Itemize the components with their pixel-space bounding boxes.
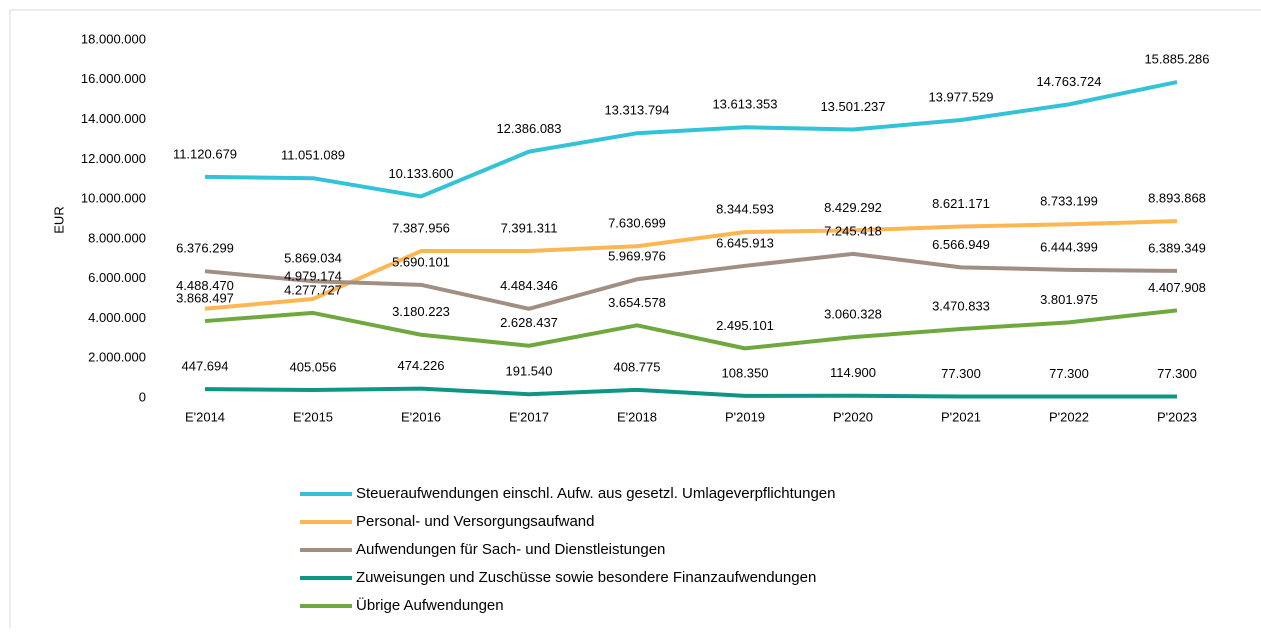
- data-label: 15.885.286: [1144, 51, 1209, 66]
- data-label: 3.470.833: [932, 298, 990, 313]
- x-tick-label: P'2019: [725, 409, 765, 424]
- data-label: 4.979.174: [284, 268, 342, 283]
- data-label: 6.645.913: [716, 235, 774, 250]
- y-tick-label: 0: [139, 389, 146, 404]
- data-label: 14.763.724: [1036, 74, 1101, 89]
- data-label: 474.226: [398, 358, 445, 373]
- data-label: 5.969.976: [608, 249, 666, 264]
- data-label: 10.133.600: [388, 166, 453, 181]
- series-line: [204, 386, 1177, 399]
- x-tick-label: E'2015: [293, 409, 333, 424]
- y-tick-label: 16.000.000: [81, 71, 146, 86]
- data-label: 13.501.237: [820, 99, 885, 114]
- y-tick-label: 12.000.000: [81, 151, 146, 166]
- series-line: [204, 308, 1178, 351]
- y-tick-label: 2.000.000: [88, 350, 146, 365]
- data-label: 3.060.328: [824, 307, 882, 322]
- series-line: [204, 251, 1178, 311]
- data-label: 7.387.956: [392, 220, 450, 235]
- data-label: 5.690.101: [392, 254, 450, 269]
- series-line: [204, 219, 1178, 311]
- data-label: 6.444.399: [1040, 239, 1098, 254]
- data-label: 11.120.679: [173, 146, 237, 161]
- data-label: 7.630.699: [608, 216, 666, 231]
- data-label: 5.869.034: [284, 251, 342, 266]
- data-label: 3.654.578: [608, 295, 666, 310]
- data-label: 3.180.223: [392, 304, 450, 319]
- x-tick-label: E'2018: [617, 409, 657, 424]
- data-label: 4.484.346: [500, 278, 558, 293]
- data-label: 6.376.299: [176, 241, 234, 256]
- legend-label: Zuweisungen und Zuschüsse sowie besonder…: [356, 569, 816, 586]
- x-tick-label: E'2014: [185, 409, 225, 424]
- data-label: 6.566.949: [932, 237, 990, 252]
- data-label: 13.613.353: [712, 97, 777, 112]
- data-label: 13.977.529: [928, 89, 993, 104]
- legend-label: Übrige Aufwendungen: [356, 596, 504, 614]
- y-tick-label: 14.000.000: [81, 111, 146, 126]
- y-tick-label: 6.000.000: [88, 270, 146, 285]
- data-label: 447.694: [182, 359, 229, 374]
- data-label: 4.277.727: [284, 282, 342, 297]
- data-label: 12.386.083: [496, 121, 561, 136]
- data-label: 3.868.497: [176, 290, 234, 305]
- data-label: 4.488.470: [176, 278, 234, 293]
- y-tick-label: 4.000.000: [88, 310, 146, 325]
- data-label: 7.391.311: [501, 220, 558, 235]
- y-axis-label: EUR: [51, 206, 66, 233]
- data-label: 77.300: [941, 366, 981, 381]
- x-tick-label: P'2022: [1049, 409, 1089, 424]
- x-tick-label: P'2021: [941, 409, 981, 424]
- data-label: 108.350: [722, 365, 769, 380]
- data-label: 4.407.908: [1148, 280, 1206, 295]
- data-label: 8.621.171: [932, 196, 990, 211]
- series-line: [204, 80, 1178, 199]
- data-label: 11.051.089: [281, 148, 345, 163]
- data-label: 8.429.292: [824, 200, 882, 215]
- data-label: 408.775: [614, 359, 661, 374]
- x-tick-label: P'2023: [1157, 409, 1197, 424]
- data-label: 8.344.593: [716, 201, 774, 216]
- data-label: 77.300: [1157, 366, 1197, 381]
- data-label: 8.733.199: [1040, 194, 1098, 209]
- x-tick-label: P'2020: [833, 409, 873, 424]
- data-label: 77.300: [1049, 366, 1089, 381]
- data-label: 8.893.868: [1148, 191, 1206, 206]
- x-tick-label: E'2016: [401, 409, 441, 424]
- y-tick-label: 10.000.000: [81, 191, 146, 206]
- data-label: 114.900: [830, 365, 876, 380]
- y-tick-label: 8.000.000: [88, 230, 146, 245]
- data-label: 405.056: [290, 359, 337, 374]
- data-label: 2.628.437: [500, 315, 558, 330]
- data-label: 3.801.975: [1040, 292, 1098, 307]
- data-label: 13.313.794: [604, 103, 669, 118]
- legend-label: Personal- und Versorgungsaufwand: [356, 513, 595, 530]
- data-label: 191.540: [506, 364, 553, 379]
- data-label: 6.389.349: [1148, 240, 1206, 255]
- legend-label: Steueraufwendungen einschl. Aufw. aus ge…: [356, 485, 835, 502]
- y-tick-label: 18.000.000: [81, 31, 146, 46]
- data-label: 7.245.418: [824, 223, 882, 238]
- data-label: 2.495.101: [716, 318, 774, 333]
- x-tick-label: E'2017: [509, 409, 549, 424]
- legend-label: Aufwendungen für Sach- und Dienstleistun…: [356, 541, 665, 558]
